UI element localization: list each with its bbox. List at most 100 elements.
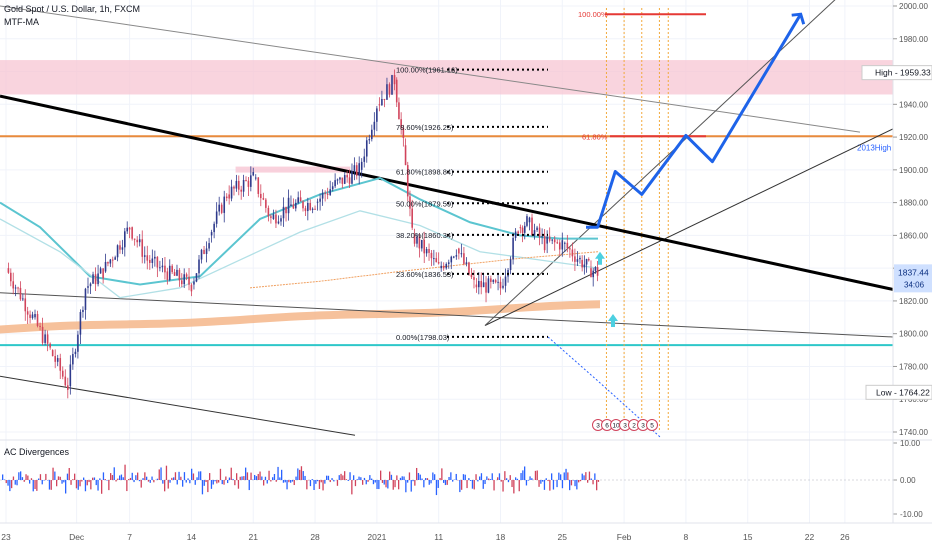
ac-bar	[133, 480, 134, 482]
candle-body	[27, 311, 29, 314]
candle-body	[559, 242, 561, 249]
ac-bar	[69, 468, 70, 480]
candle-body	[396, 80, 398, 103]
ac-bar	[29, 480, 30, 484]
time-tick-label: 15	[743, 532, 753, 542]
ac-bar	[52, 468, 53, 480]
candle-body	[581, 260, 583, 267]
candle-body	[8, 268, 10, 273]
candle-body	[57, 358, 59, 362]
ac-bar	[160, 467, 161, 480]
ac-bar	[466, 480, 467, 488]
ac-bar	[436, 480, 437, 495]
ac-bar	[382, 480, 383, 483]
ac-bar	[85, 480, 86, 491]
ac-bar	[328, 476, 329, 480]
ac-bar	[202, 480, 203, 494]
ac-bar	[227, 480, 228, 483]
candle-body	[169, 266, 171, 280]
candle-body	[139, 239, 141, 242]
candle-body	[223, 197, 225, 213]
candle-body	[512, 238, 514, 259]
ac-bar	[580, 480, 581, 481]
candle-body	[312, 209, 314, 210]
candle-body	[167, 271, 169, 280]
candle-body	[87, 286, 89, 288]
ac-bar	[358, 477, 359, 480]
time-tick-label: 8	[684, 532, 689, 542]
ac-bar	[452, 480, 453, 482]
candle-body	[198, 260, 200, 274]
ac-bar	[493, 480, 494, 490]
candle-body	[485, 282, 487, 292]
event-count: 6	[605, 423, 609, 430]
ac-bar	[119, 475, 120, 480]
ac-bar	[16, 480, 17, 485]
candle-body	[492, 280, 494, 282]
ac-bar	[299, 470, 300, 480]
ac-bar	[351, 480, 352, 494]
ac-bar	[27, 476, 28, 480]
ac-bar	[529, 476, 530, 480]
ac-bar	[573, 480, 574, 481]
candle-body	[307, 203, 309, 211]
ac-bar	[49, 480, 50, 490]
candle-body	[136, 240, 138, 242]
ac-bar	[492, 473, 493, 480]
ac-bar	[51, 480, 52, 490]
time-tick-label: 11	[434, 532, 443, 542]
ac-bar	[18, 472, 19, 480]
event-count: 3	[596, 423, 600, 430]
candle-body	[561, 240, 563, 249]
candle-body	[463, 253, 465, 264]
candle-body	[112, 260, 114, 261]
ac-bar	[544, 480, 545, 490]
ac-bar	[364, 478, 365, 480]
ac-bar	[236, 473, 237, 480]
ac-bar	[474, 480, 475, 489]
candle-body	[435, 258, 437, 262]
ac-bar	[173, 477, 174, 480]
candle-body	[526, 216, 528, 226]
ac-indicator-label[interactable]: AC Divergences	[4, 447, 69, 457]
ac-bar	[553, 480, 554, 490]
candle-body	[95, 274, 97, 284]
ac-bar	[520, 473, 521, 480]
candle-body	[346, 175, 348, 177]
ac-bar	[225, 477, 226, 480]
ac-bar	[430, 480, 431, 483]
candle-body	[283, 207, 285, 218]
ac-bar	[247, 472, 248, 480]
ac-bar	[468, 478, 469, 480]
time-tick-label: 23	[1, 532, 11, 542]
ac-bar	[207, 480, 208, 492]
ac-bar	[434, 474, 435, 480]
ac-bar	[87, 480, 88, 485]
ac-bar	[477, 480, 478, 481]
symbol-title[interactable]: Gold Spot / U.S. Dollar, 1h, FXCM	[4, 4, 140, 14]
candle-body	[468, 262, 470, 274]
ac-bar	[558, 473, 559, 480]
ac-bar	[166, 466, 167, 480]
candle-body	[529, 218, 531, 223]
ac-bar	[339, 475, 340, 480]
candle-body	[218, 205, 220, 212]
candle-body	[337, 180, 339, 181]
ac-bar	[375, 480, 376, 483]
ac-bar	[60, 477, 61, 480]
candle-body	[47, 334, 49, 343]
ac-bar	[405, 480, 406, 492]
ac-bar	[416, 468, 417, 480]
candle-body	[586, 259, 588, 265]
candle-body	[471, 275, 473, 278]
candle-body	[443, 266, 445, 268]
ac-bar	[94, 477, 95, 480]
price-tick-label: 1900.00	[899, 166, 928, 175]
target-618-label: 61.80%	[582, 132, 608, 141]
ma-indicator-label[interactable]: MTF-MA	[4, 17, 39, 27]
candle-body	[107, 262, 109, 263]
ac-bar	[90, 480, 91, 489]
candle-body	[131, 227, 133, 239]
